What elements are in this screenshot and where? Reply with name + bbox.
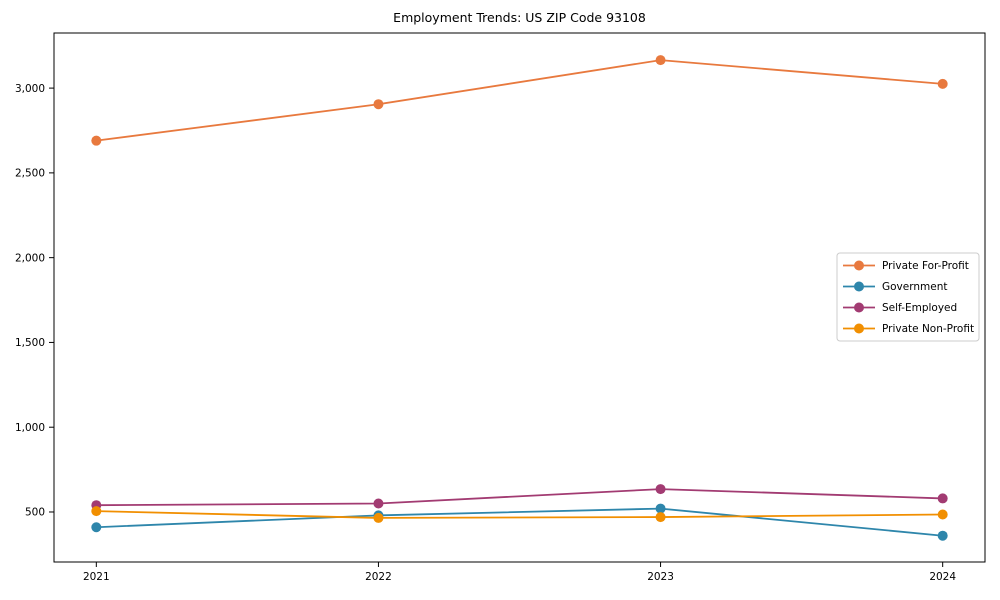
data-point-marker bbox=[91, 135, 102, 146]
y-tick-label: 1,500 bbox=[15, 337, 45, 349]
y-tick-label: 500 bbox=[25, 507, 45, 519]
series-line bbox=[96, 488, 943, 507]
legend-label: Private Non-Profit bbox=[882, 323, 974, 335]
legend-label: Private For-Profit bbox=[882, 260, 969, 272]
series-self-employed bbox=[91, 484, 948, 511]
legend-marker bbox=[854, 323, 864, 334]
legend: Private For-Profit Government Self-Employe… bbox=[836, 252, 980, 342]
series-private-non-profit bbox=[91, 506, 948, 523]
data-point-marker bbox=[655, 55, 666, 66]
data-point-marker bbox=[655, 512, 666, 523]
x-tick-label: 2021 bbox=[83, 571, 110, 583]
legend-label: Self-Employed bbox=[882, 302, 957, 314]
legend-marker bbox=[854, 302, 864, 313]
series-line bbox=[96, 510, 943, 519]
series-private-for-profit bbox=[91, 55, 948, 146]
legend-label: Government bbox=[882, 281, 947, 293]
y-tick-label: 2,000 bbox=[15, 252, 45, 264]
x-tick-label: 2024 bbox=[929, 571, 956, 583]
data-point-marker bbox=[655, 484, 666, 495]
data-point-marker bbox=[91, 522, 102, 533]
legend-marker bbox=[854, 260, 864, 271]
data-point-marker bbox=[373, 512, 384, 523]
series-line bbox=[96, 507, 943, 537]
y-tick-label: 1,000 bbox=[15, 422, 45, 434]
y-tick-label: 2,500 bbox=[15, 168, 45, 180]
data-point-marker bbox=[937, 530, 948, 541]
plot-border bbox=[53, 32, 986, 563]
data-point-marker bbox=[655, 503, 666, 514]
data-point-marker bbox=[937, 493, 948, 504]
data-point-marker bbox=[937, 509, 948, 520]
chart-title: Employment Trends: US ZIP Code 93108 bbox=[393, 10, 646, 25]
series-line bbox=[96, 59, 943, 142]
legend-box bbox=[836, 252, 980, 342]
data-point-marker bbox=[373, 498, 384, 509]
x-tick-label: 2022 bbox=[365, 571, 392, 583]
y-tick-label: 3,000 bbox=[15, 83, 45, 95]
legend-marker bbox=[854, 281, 864, 292]
data-point-marker bbox=[91, 506, 102, 517]
x-tick-label: 2023 bbox=[647, 571, 674, 583]
data-point-marker bbox=[937, 78, 948, 89]
series-government bbox=[91, 503, 948, 541]
data-point-marker bbox=[373, 99, 384, 110]
